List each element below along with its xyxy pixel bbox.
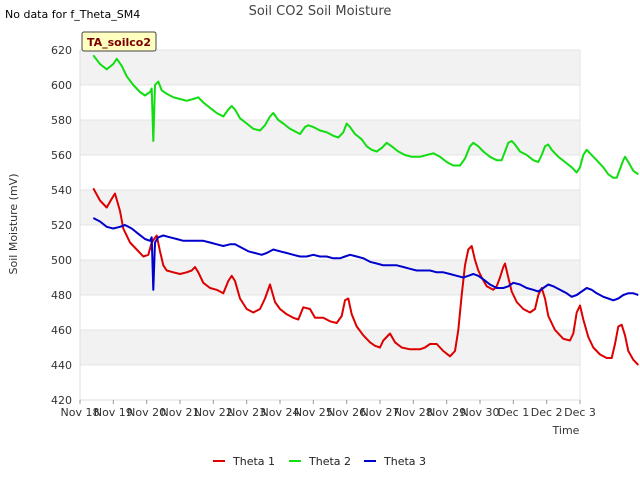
y-axis-label: Soil Moisture (mV)	[7, 174, 20, 275]
y-tick-label: 560	[51, 149, 72, 162]
legend-label-1: Theta 1	[232, 455, 275, 468]
grid-band	[80, 190, 580, 225]
x-tick-label: Nov 30	[461, 406, 500, 419]
x-tick-label: Nov 26	[327, 406, 366, 419]
x-tick-label: Nov 25	[294, 406, 333, 419]
badge-box	[81, 31, 157, 52]
legend-label-3: Theta 3	[383, 455, 426, 468]
x-tick-label: Nov 27	[361, 406, 400, 419]
y-axis-ticks: 420 440 460 480 500 520 540 560 580 600 620	[51, 44, 72, 407]
y-tick-label: 540	[51, 184, 72, 197]
y-tick-label: 460	[51, 324, 72, 337]
x-tick-label: Dec 3	[564, 406, 596, 419]
y-tick-label: 580	[51, 114, 72, 127]
y-tick-label: 600	[51, 79, 72, 92]
y-tick-label: 420	[51, 394, 72, 407]
y-tick-label: 620	[51, 44, 72, 57]
x-tick-label: Nov 23	[227, 406, 266, 419]
x-tick-label: Dec 2	[531, 406, 563, 419]
grid-band	[80, 120, 580, 155]
legend: Theta 1 Theta 2 Theta 3	[213, 455, 426, 468]
series-line-theta-3	[92, 217, 639, 302]
x-tick-label: Nov 22	[194, 406, 233, 419]
x-tick-label: Nov 24	[261, 406, 300, 419]
y-tick-label: 500	[51, 254, 72, 267]
plot-background	[79, 49, 581, 401]
series-lines	[92, 54, 640, 366]
legend-label-2: Theta 2	[308, 455, 351, 468]
x-tick-label: Nov 20	[127, 406, 166, 419]
badge-label: TA_soilco2	[87, 36, 151, 49]
no-data-message: No data for f_Theta_SM4	[5, 8, 140, 21]
y-tick-label: 480	[51, 289, 72, 302]
chart-title: Soil CO2 Soil Moisture	[249, 4, 392, 19]
x-tick-label: Nov 28	[394, 406, 433, 419]
x-tick-label: Nov 19	[94, 406, 133, 419]
y-tick-label: 440	[51, 359, 72, 372]
series-line-theta-2	[92, 54, 639, 179]
x-tick-label: Nov 29	[427, 406, 466, 419]
grid-band	[80, 330, 580, 365]
badge: TA_soilco2	[81, 31, 157, 52]
x-tick-label: Nov 21	[161, 406, 200, 419]
y-tick-label: 520	[51, 219, 72, 232]
series-line-theta-1	[92, 187, 640, 366]
grid-band	[80, 50, 580, 85]
x-axis-label: Time	[552, 424, 580, 437]
x-tick-label: Nov 18	[61, 406, 100, 419]
x-tick-label: Dec 1	[497, 406, 529, 419]
